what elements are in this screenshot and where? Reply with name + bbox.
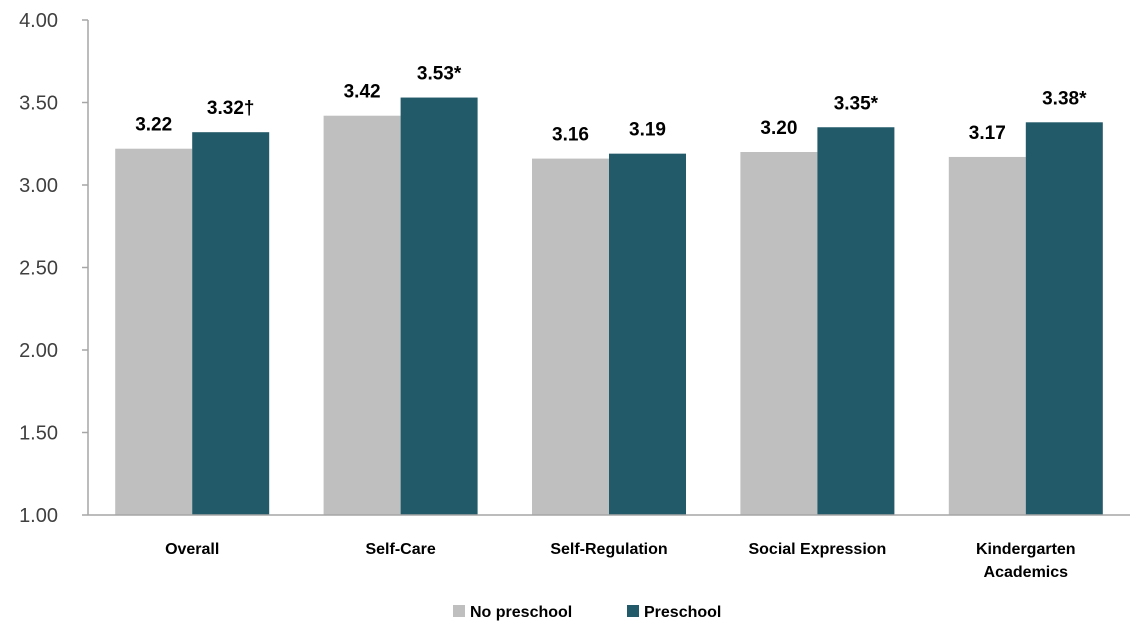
- data-label: 3.19: [629, 120, 666, 141]
- bar-no-preschool: [948, 156, 1026, 515]
- category-label: Self-Regulation: [550, 541, 667, 558]
- category-label: Academics: [984, 564, 1069, 581]
- data-label: 3.42: [344, 82, 381, 103]
- bar-no-preschool: [740, 152, 818, 515]
- y-tick-label: 2.50: [19, 258, 58, 280]
- category-label: Overall: [165, 541, 219, 558]
- legend-swatch: [453, 605, 465, 617]
- data-label: 3.32†: [207, 98, 255, 119]
- y-axis-ticks: 1.00 1.50 2.00 2.50 3.00 3.50 4.00: [19, 10, 88, 527]
- bar-preschool: [609, 153, 686, 515]
- y-tick-label: 3.00: [19, 175, 58, 197]
- bar-no-preschool: [532, 158, 609, 515]
- bar-no-preschool: [115, 148, 193, 515]
- y-tick-label: 3.50: [19, 93, 58, 115]
- legend-label: No preschool: [470, 604, 572, 621]
- data-label: 3.17: [969, 123, 1006, 144]
- legend-label: Preschool: [644, 604, 721, 621]
- data-label: 3.20: [760, 118, 797, 139]
- category-label: Kindergarten: [976, 541, 1076, 558]
- y-tick-label: 1.00: [19, 505, 58, 527]
- data-label: 3.38*: [1042, 88, 1087, 109]
- bar-no-preschool: [323, 115, 401, 515]
- y-tick-label: 1.50: [19, 423, 58, 445]
- bar-preschool: [817, 127, 895, 515]
- legend: No preschool Preschool: [453, 604, 721, 621]
- data-label: 3.35*: [834, 93, 879, 114]
- category-labels: Overall Self-Care Self-Regulation Social Ex…: [165, 541, 1076, 581]
- data-label: 3.53*: [417, 64, 462, 85]
- category-label: Social Expression: [748, 541, 886, 558]
- data-labels: 3.22 3.32† 3.42 3.53* 3.16 3.19 3.20 3.35* 3.17 3…: [135, 64, 1087, 146]
- y-tick-label: 4.00: [19, 10, 58, 32]
- category-label: Self-Care: [365, 541, 435, 558]
- data-label: 3.22: [135, 115, 172, 136]
- y-tick-label: 2.00: [19, 340, 58, 362]
- data-label: 3.16: [552, 125, 589, 146]
- bar-preschool: [1025, 122, 1103, 516]
- legend-swatch: [627, 605, 639, 617]
- bar-preschool: [192, 132, 270, 515]
- bar-preschool: [400, 97, 478, 516]
- bars: [115, 97, 1103, 516]
